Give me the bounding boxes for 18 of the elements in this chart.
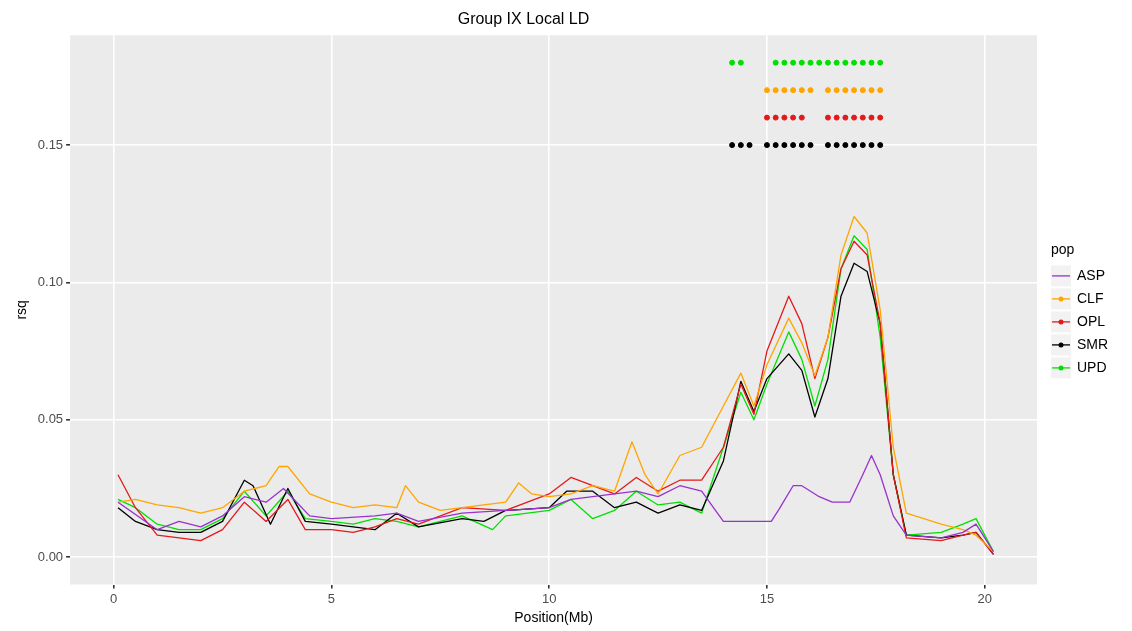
legend-label: UPD [1077, 358, 1107, 375]
y-axis-title: rsq [13, 300, 30, 320]
x-tick-label: 5 [327, 590, 336, 606]
chart-title: Group IX Local LD [457, 10, 590, 28]
x-tick-label: 20 [977, 590, 992, 606]
legend-label: SMR [1077, 335, 1109, 352]
x-tick-label: 15 [759, 590, 775, 606]
legend-label: OPL [1077, 312, 1106, 329]
x-tick-label: 0 [110, 590, 118, 606]
x-axis-title: Position(Mb) [514, 609, 593, 626]
y-tick-label: 0.10 [37, 274, 64, 290]
x-tick-label: 10 [541, 590, 557, 606]
y-tick-label: 0.05 [37, 411, 64, 427]
y-tick-label: 0.15 [37, 136, 64, 152]
y-tick-label: 0.00 [37, 548, 64, 564]
legend-label: CLF [1077, 289, 1104, 306]
legend-label: ASP [1077, 266, 1106, 283]
legend-title: pop [1051, 241, 1075, 258]
